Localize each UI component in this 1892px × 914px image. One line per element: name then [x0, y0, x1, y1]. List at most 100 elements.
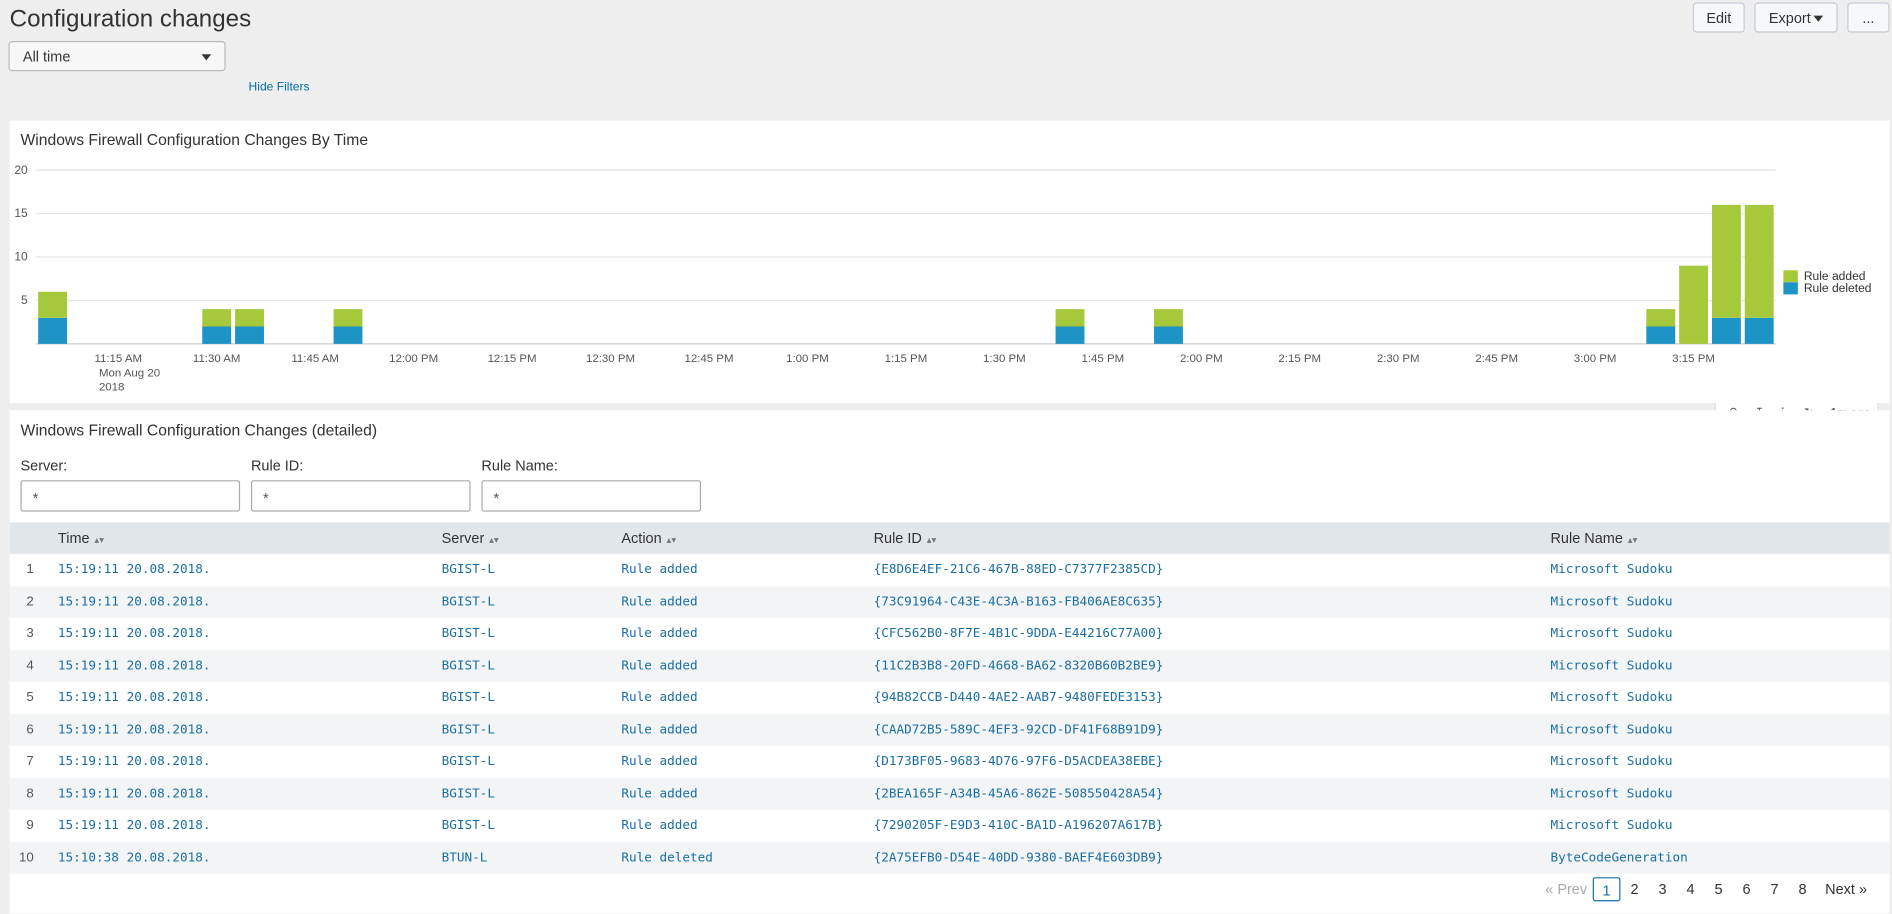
table-cell[interactable]: Rule added	[621, 754, 698, 769]
table-cell[interactable]: {CAAD72B5-589C-4EF3-92CD-DF41F68B91D9}	[873, 722, 1164, 737]
table-cell[interactable]: Microsoft Sudoku	[1550, 626, 1673, 641]
table-cell[interactable]: BGIST-L	[441, 658, 496, 673]
table-cell[interactable]: Microsoft Sudoku	[1550, 754, 1673, 769]
sort-icon: ▴▾	[94, 534, 105, 546]
table-cell[interactable]: 15:19:11 20.08.2018.	[57, 722, 211, 737]
y-tick-label: 20	[14, 163, 28, 177]
table-cell[interactable]: Microsoft Sudoku	[1550, 562, 1673, 577]
table-cell[interactable]: Microsoft Sudoku	[1550, 786, 1673, 801]
table-cell[interactable]: 15:19:11 20.08.2018.	[57, 594, 211, 609]
hide-filters-link[interactable]: Hide Filters	[248, 80, 310, 95]
page-number[interactable]: 8	[1798, 880, 1807, 898]
y-tick-label: 10	[14, 250, 28, 264]
x-tick-label: 1:30 PM	[983, 353, 1026, 365]
table-cell[interactable]: 15:19:11 20.08.2018.	[57, 786, 211, 801]
table-cell[interactable]: 15:19:11 20.08.2018.	[57, 562, 211, 577]
prev-page[interactable]: « Prev	[1545, 880, 1588, 898]
table-cell[interactable]: Rule added	[621, 658, 698, 673]
y-tick-label: 5	[21, 293, 28, 307]
bar	[333, 309, 363, 327]
column-header[interactable]: Action ▴▾	[621, 530, 676, 547]
table-cell[interactable]: {73C91964-C43E-4C3A-B163-FB406AE8C635}	[873, 594, 1164, 609]
table-cell[interactable]: {2A75EFB0-D54E-40DD-9380-BAEF4E603DB9}	[873, 850, 1164, 865]
export-button[interactable]: Export	[1754, 2, 1838, 33]
row-number: 3	[26, 626, 34, 641]
page-number[interactable]: 6	[1742, 880, 1751, 898]
bar	[1646, 326, 1676, 344]
x-tick-label: 1:45 PM	[1082, 353, 1125, 365]
column-header[interactable]: Rule Name ▴▾	[1550, 530, 1637, 547]
table-cell[interactable]: Microsoft Sudoku	[1550, 658, 1673, 673]
table-cell[interactable]: {11C2B3B8-20FD-4668-BA62-8320B60B2BE9}	[873, 658, 1164, 673]
table-cell[interactable]: BGIST-L	[441, 786, 496, 801]
table-row: 10 15:10:38 20.08.2018. BTUN-L Rule deleted…	[9, 841, 1890, 874]
x-tick-label: 3:00 PM	[1574, 353, 1617, 365]
page-number[interactable]: 2	[1630, 880, 1639, 898]
table-cell[interactable]: Rule added	[621, 594, 698, 609]
table-cell[interactable]: BGIST-L	[441, 626, 496, 641]
table-cell[interactable]: 15:19:11 20.08.2018.	[57, 818, 211, 833]
table-cell[interactable]: 15:10:38 20.08.2018.	[57, 850, 211, 865]
page-number[interactable]: 1	[1592, 877, 1621, 902]
bar	[1711, 204, 1741, 318]
table-cell[interactable]: Microsoft Sudoku	[1550, 818, 1673, 833]
table-row: 6 15:19:11 20.08.2018. BGIST-L Rule added {C…	[9, 713, 1890, 746]
table-cell[interactable]: BGIST-L	[441, 722, 496, 737]
table-cell[interactable]: BGIST-L	[441, 690, 496, 705]
table-cell[interactable]: 15:19:11 20.08.2018.	[57, 626, 211, 641]
table-cell[interactable]: BGIST-L	[441, 818, 496, 833]
column-header[interactable]: Server ▴▾	[442, 530, 499, 547]
table-cell[interactable]: {D173BF05-9683-4D76-97F6-D5ACDEA38EBE}	[873, 754, 1164, 769]
table-cell[interactable]: Rule added	[621, 562, 698, 577]
table-cell[interactable]: Rule added	[621, 786, 698, 801]
time-picker[interactable]: All time	[8, 41, 226, 72]
x-tick-label: 2:00 PM	[1180, 353, 1223, 365]
table-cell[interactable]: {7290205F-E9D3-410C-BA1D-A196207A617B}	[873, 818, 1164, 833]
x-tick-label: 2:45 PM	[1475, 353, 1518, 365]
table-cell[interactable]: BGIST-L	[441, 594, 496, 609]
edit-button[interactable]: Edit	[1692, 2, 1745, 33]
next-page[interactable]: Next »	[1825, 880, 1868, 898]
row-number: 7	[26, 754, 34, 769]
filter-input[interactable]: *	[250, 480, 471, 512]
bar	[38, 317, 68, 344]
x-tick-label: 1:00 PM	[786, 353, 829, 365]
page-number[interactable]: 5	[1714, 880, 1723, 898]
table-cell[interactable]: Rule added	[621, 690, 698, 705]
table-cell[interactable]: Microsoft Sudoku	[1550, 722, 1673, 737]
table-cell[interactable]: 15:19:11 20.08.2018.	[57, 754, 211, 769]
caret	[201, 54, 212, 61]
table-cell[interactable]: Rule added	[621, 818, 698, 833]
table-cell[interactable]: {E8D6E4EF-21C6-467B-88ED-C7377F2385CD}	[873, 562, 1164, 577]
table-cell[interactable]: ByteCodeGeneration	[1550, 850, 1688, 865]
table-cell[interactable]: Microsoft Sudoku	[1550, 594, 1673, 609]
table-cell[interactable]: {CFC562B0-8F7E-4B1C-9DDA-E44216C77A00}	[873, 626, 1164, 641]
table-cell[interactable]: {2BEA165F-A34B-45A6-862E-508550428A54}	[873, 786, 1164, 801]
chart-title: Windows Firewall Configuration Changes B…	[21, 132, 369, 149]
more-button[interactable]: ...	[1847, 2, 1890, 33]
table-cell[interactable]: BGIST-L	[441, 562, 496, 577]
bar	[1055, 326, 1085, 344]
table-cell[interactable]: Rule added	[621, 626, 698, 641]
table-cell[interactable]: Microsoft Sudoku	[1550, 690, 1673, 705]
column-label: Rule Name	[1550, 529, 1623, 547]
page-number[interactable]: 4	[1686, 880, 1695, 898]
table-cell[interactable]: 15:19:11 20.08.2018.	[57, 690, 211, 705]
table-cell[interactable]: {94B82CCB-D440-4AE2-AAB7-9480FEDE3153}	[873, 690, 1164, 705]
page-number[interactable]: 3	[1658, 880, 1667, 898]
page-number[interactable]: 7	[1770, 880, 1779, 898]
bar	[1646, 309, 1676, 327]
filter-input[interactable]: *	[20, 480, 241, 512]
table-cell[interactable]: Rule added	[621, 722, 698, 737]
row-number: 9	[26, 818, 34, 833]
table-cell[interactable]: Rule deleted	[621, 850, 713, 865]
column-header[interactable]: Rule ID ▴▾	[874, 530, 937, 547]
filter-input[interactable]: *	[481, 480, 702, 512]
table-cell[interactable]: BTUN-L	[441, 850, 488, 865]
table-cell[interactable]: BGIST-L	[441, 754, 496, 769]
x-tick-label: 11:30 AM	[193, 353, 241, 365]
table-row: 8 15:19:11 20.08.2018. BGIST-L Rule added {2…	[9, 777, 1890, 810]
table-cell[interactable]: 15:19:11 20.08.2018.	[57, 658, 211, 673]
column-header[interactable]: Time ▴▾	[58, 530, 104, 547]
